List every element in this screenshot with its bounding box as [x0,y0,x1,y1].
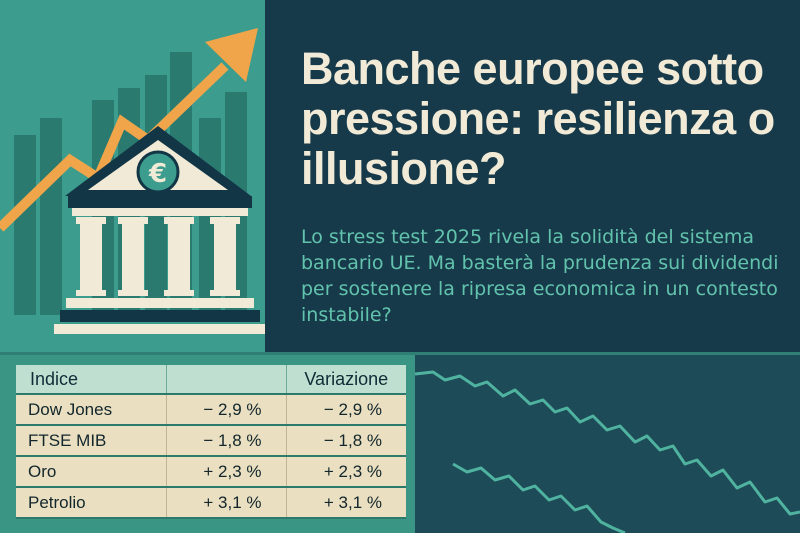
table-row: Dow Jones − 2,9 % − 2,9 % [16,394,406,426]
row-change: + 2,3 % [166,456,287,488]
header-change [166,365,287,395]
row-change: + 3,1 % [166,487,287,519]
row-variation: + 3,1 % [286,487,406,519]
euro-coin-icon: € [136,150,180,194]
subtitle: Lo stress test 2025 rivela la solidità d… [301,226,779,326]
header-variation: Variazione [286,365,406,395]
row-name: FTSE MIB [16,425,167,457]
header-index: Indice [16,365,167,395]
illustration-panel: € [0,0,265,352]
row-name: Petrolio [16,487,167,519]
row-variation: + 2,3 % [286,456,406,488]
bank-illustration: € [0,28,265,334]
table-row: Petrolio + 3,1 % + 3,1 % [16,487,406,519]
up-arrow-icon [0,28,258,232]
line-lower [452,462,626,533]
line-upper [415,370,800,516]
row-name: Oro [16,456,167,488]
market-table: Indice Variazione Dow Jones − 2,9 % − 2,… [16,365,406,519]
row-variation: − 1,8 % [286,425,406,457]
bank-building-icon [54,126,265,334]
row-name: Dow Jones [16,394,167,426]
market-table-panel: Indice Variazione Dow Jones − 2,9 % − 2,… [0,355,415,533]
table-row: Oro + 2,3 % + 2,3 % [16,456,406,488]
decline-line-graphic [415,370,800,533]
title-panel: Banche europee sotto pressione: resilien… [265,0,800,352]
table-header-row: Indice Variazione [16,365,406,395]
row-variation: − 2,9 % [286,394,406,426]
headline: Banche europee sotto pressione: resilien… [301,43,775,194]
row-change: − 1,8 % [166,425,287,457]
row-change: − 2,9 % [166,394,287,426]
table-row: FTSE MIB − 1,8 % − 1,8 % [16,425,406,457]
svg-text:€: € [148,159,167,189]
divider [0,352,800,355]
